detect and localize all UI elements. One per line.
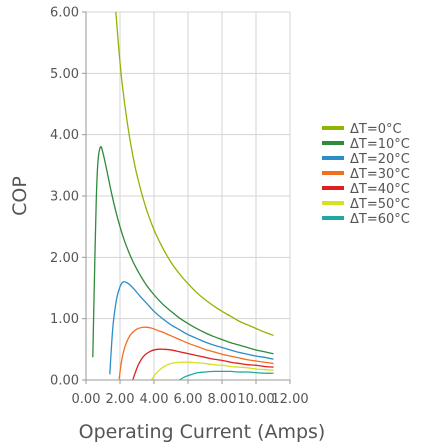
x-tick-label: 10.00 <box>237 392 274 407</box>
legend-swatch <box>322 186 344 190</box>
series-line-2 <box>109 281 274 375</box>
x-tick-label: 8.00 <box>208 392 237 407</box>
y-tick-label: 3.00 <box>50 190 79 205</box>
series-line-6 <box>178 370 274 380</box>
legend-label: ΔT=30°C <box>350 167 410 182</box>
series-line-0 <box>115 12 274 336</box>
series-line-4 <box>132 348 274 380</box>
legend-label: ΔT=50°C <box>350 197 410 212</box>
legend-swatch <box>322 201 344 205</box>
axes <box>85 12 290 381</box>
series-line-5 <box>150 361 274 380</box>
x-tick-label: 2.00 <box>106 392 135 407</box>
x-tick-label: 6.00 <box>174 392 203 407</box>
y-axis-label: COP <box>9 176 31 216</box>
legend-label: ΔT=40°C <box>350 182 410 197</box>
series-line-1 <box>92 145 274 358</box>
legend-swatch <box>322 126 344 130</box>
legend-label: ΔT=10°C <box>350 137 410 152</box>
series-line-3 <box>118 326 274 380</box>
y-tick-label: 5.00 <box>50 67 79 82</box>
y-tick-label: 2.00 <box>50 251 79 266</box>
x-axis-label: Operating Current (Amps) <box>79 421 326 443</box>
legend-swatch <box>322 156 344 160</box>
legend-label: ΔT=60°C <box>350 212 410 227</box>
x-tick-label: 12.00 <box>271 392 308 407</box>
legend-swatch <box>322 171 344 175</box>
legend-label: ΔT=20°C <box>350 152 410 167</box>
series-lines <box>92 12 274 380</box>
legend-swatch <box>322 141 344 145</box>
legend: ΔT=0°CΔT=10°CΔT=20°CΔT=30°CΔT=40°CΔT=50°… <box>322 122 410 227</box>
x-tick-label: 0.00 <box>72 392 101 407</box>
y-tick-label: 4.00 <box>50 128 79 143</box>
legend-label: ΔT=0°C <box>350 122 402 137</box>
legend-swatch <box>322 216 344 220</box>
y-tick-label: 1.00 <box>50 312 79 327</box>
x-tick-label: 4.00 <box>140 392 169 407</box>
y-tick-label: 6.00 <box>50 6 79 21</box>
y-tick-label: 0.00 <box>50 374 79 389</box>
